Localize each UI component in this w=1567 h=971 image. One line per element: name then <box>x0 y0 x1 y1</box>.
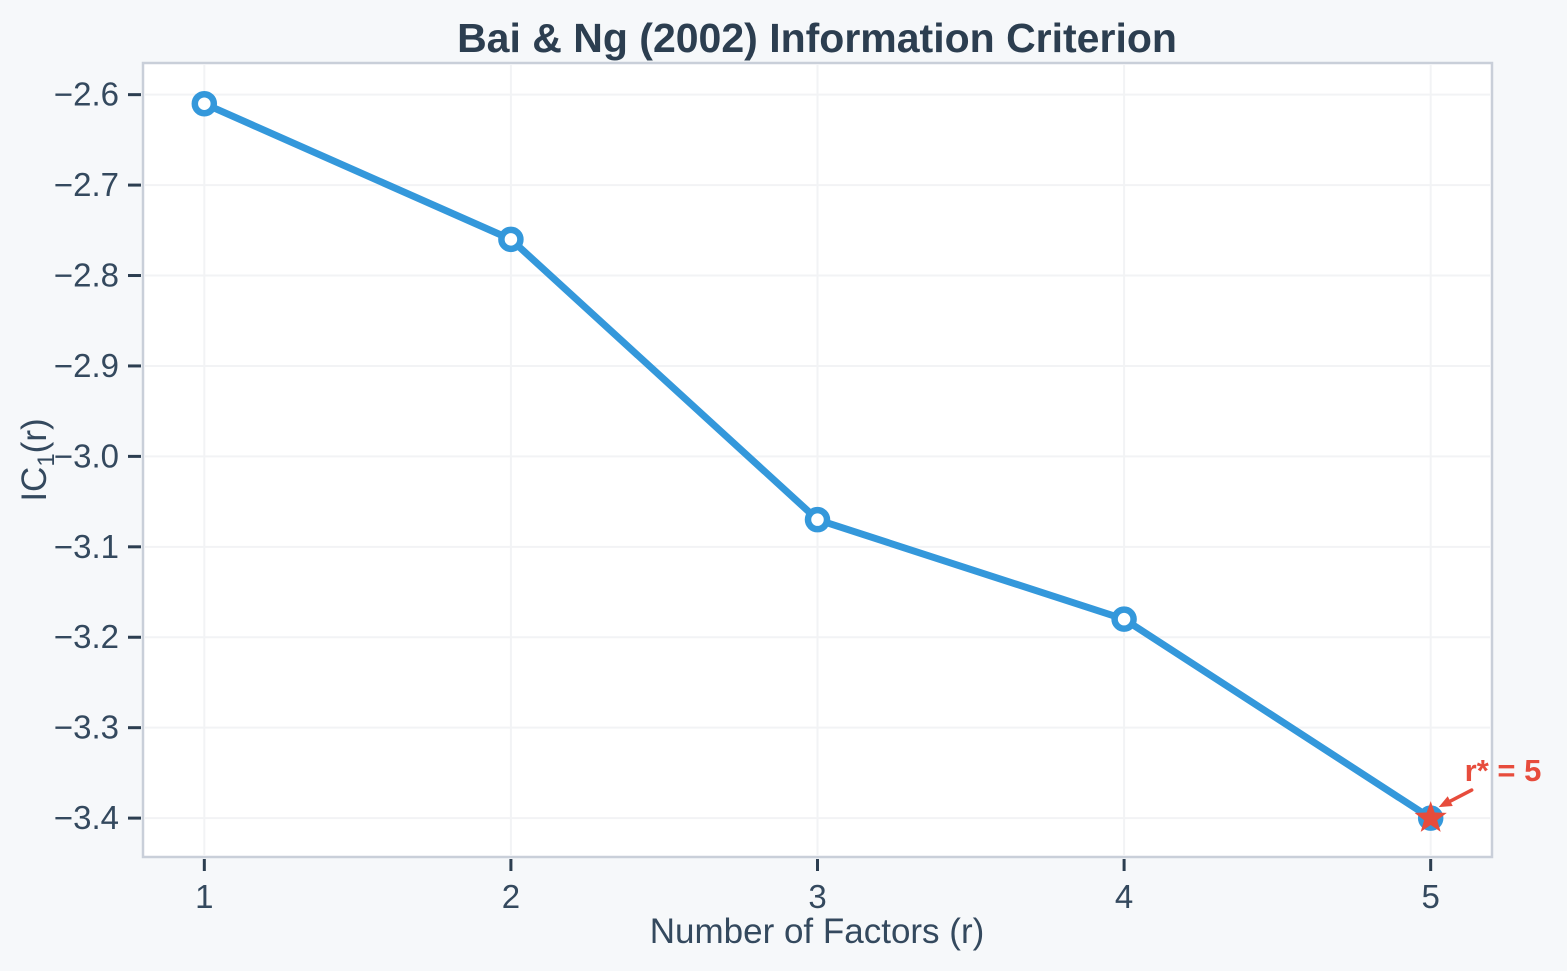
y-axis-label: IC1(r) <box>15 418 60 501</box>
y-tick-label: −2.6 <box>54 76 119 113</box>
annotation-layer <box>1414 788 1474 832</box>
y-axis-label-rest: (r) <box>15 418 54 453</box>
y-tick-label: −3.1 <box>54 528 119 565</box>
grid-layer <box>145 65 1490 855</box>
y-tick-label: −3.2 <box>54 618 119 655</box>
y-tick-label: −2.7 <box>54 166 119 203</box>
y-tick-label: −3.0 <box>54 437 119 474</box>
y-axis-label-subscript: 1 <box>33 453 60 466</box>
annotation-arrow-shaft <box>1445 788 1474 805</box>
best-point-star-icon <box>1414 801 1447 832</box>
x-tick-label: 3 <box>808 878 826 915</box>
x-tick-label: 5 <box>1422 878 1440 915</box>
x-tick-label: 4 <box>1115 878 1133 915</box>
y-tick-label: −2.8 <box>54 257 119 294</box>
annotation-arrowhead-icon <box>1438 796 1453 808</box>
x-tick-label: 2 <box>502 878 520 915</box>
data-point-marker <box>1111 606 1137 632</box>
data-point-marker <box>191 90 218 117</box>
chart-title: Bai & Ng (2002) Information Criterion <box>457 15 1177 61</box>
y-tick-label: −3.3 <box>54 709 119 746</box>
data-point-marker <box>498 226 524 253</box>
tick-label-layer: −2.6 −2.7 −2.8 −2.9 −3.0 −3.1 −3.2 −3.3 −3.4 1 2 3 4… <box>54 76 1440 915</box>
x-axis-label: Number of Factors (r) <box>650 912 985 951</box>
y-tick-label: −3.4 <box>54 799 119 836</box>
best-factor-annotation: r* = 5 <box>1465 753 1542 788</box>
data-point-marker <box>804 506 831 533</box>
y-axis-label-main: IC <box>15 467 54 502</box>
x-tick-label: 1 <box>195 878 213 915</box>
y-tick-label: −2.9 <box>54 347 119 384</box>
tick-layer <box>128 93 1433 871</box>
